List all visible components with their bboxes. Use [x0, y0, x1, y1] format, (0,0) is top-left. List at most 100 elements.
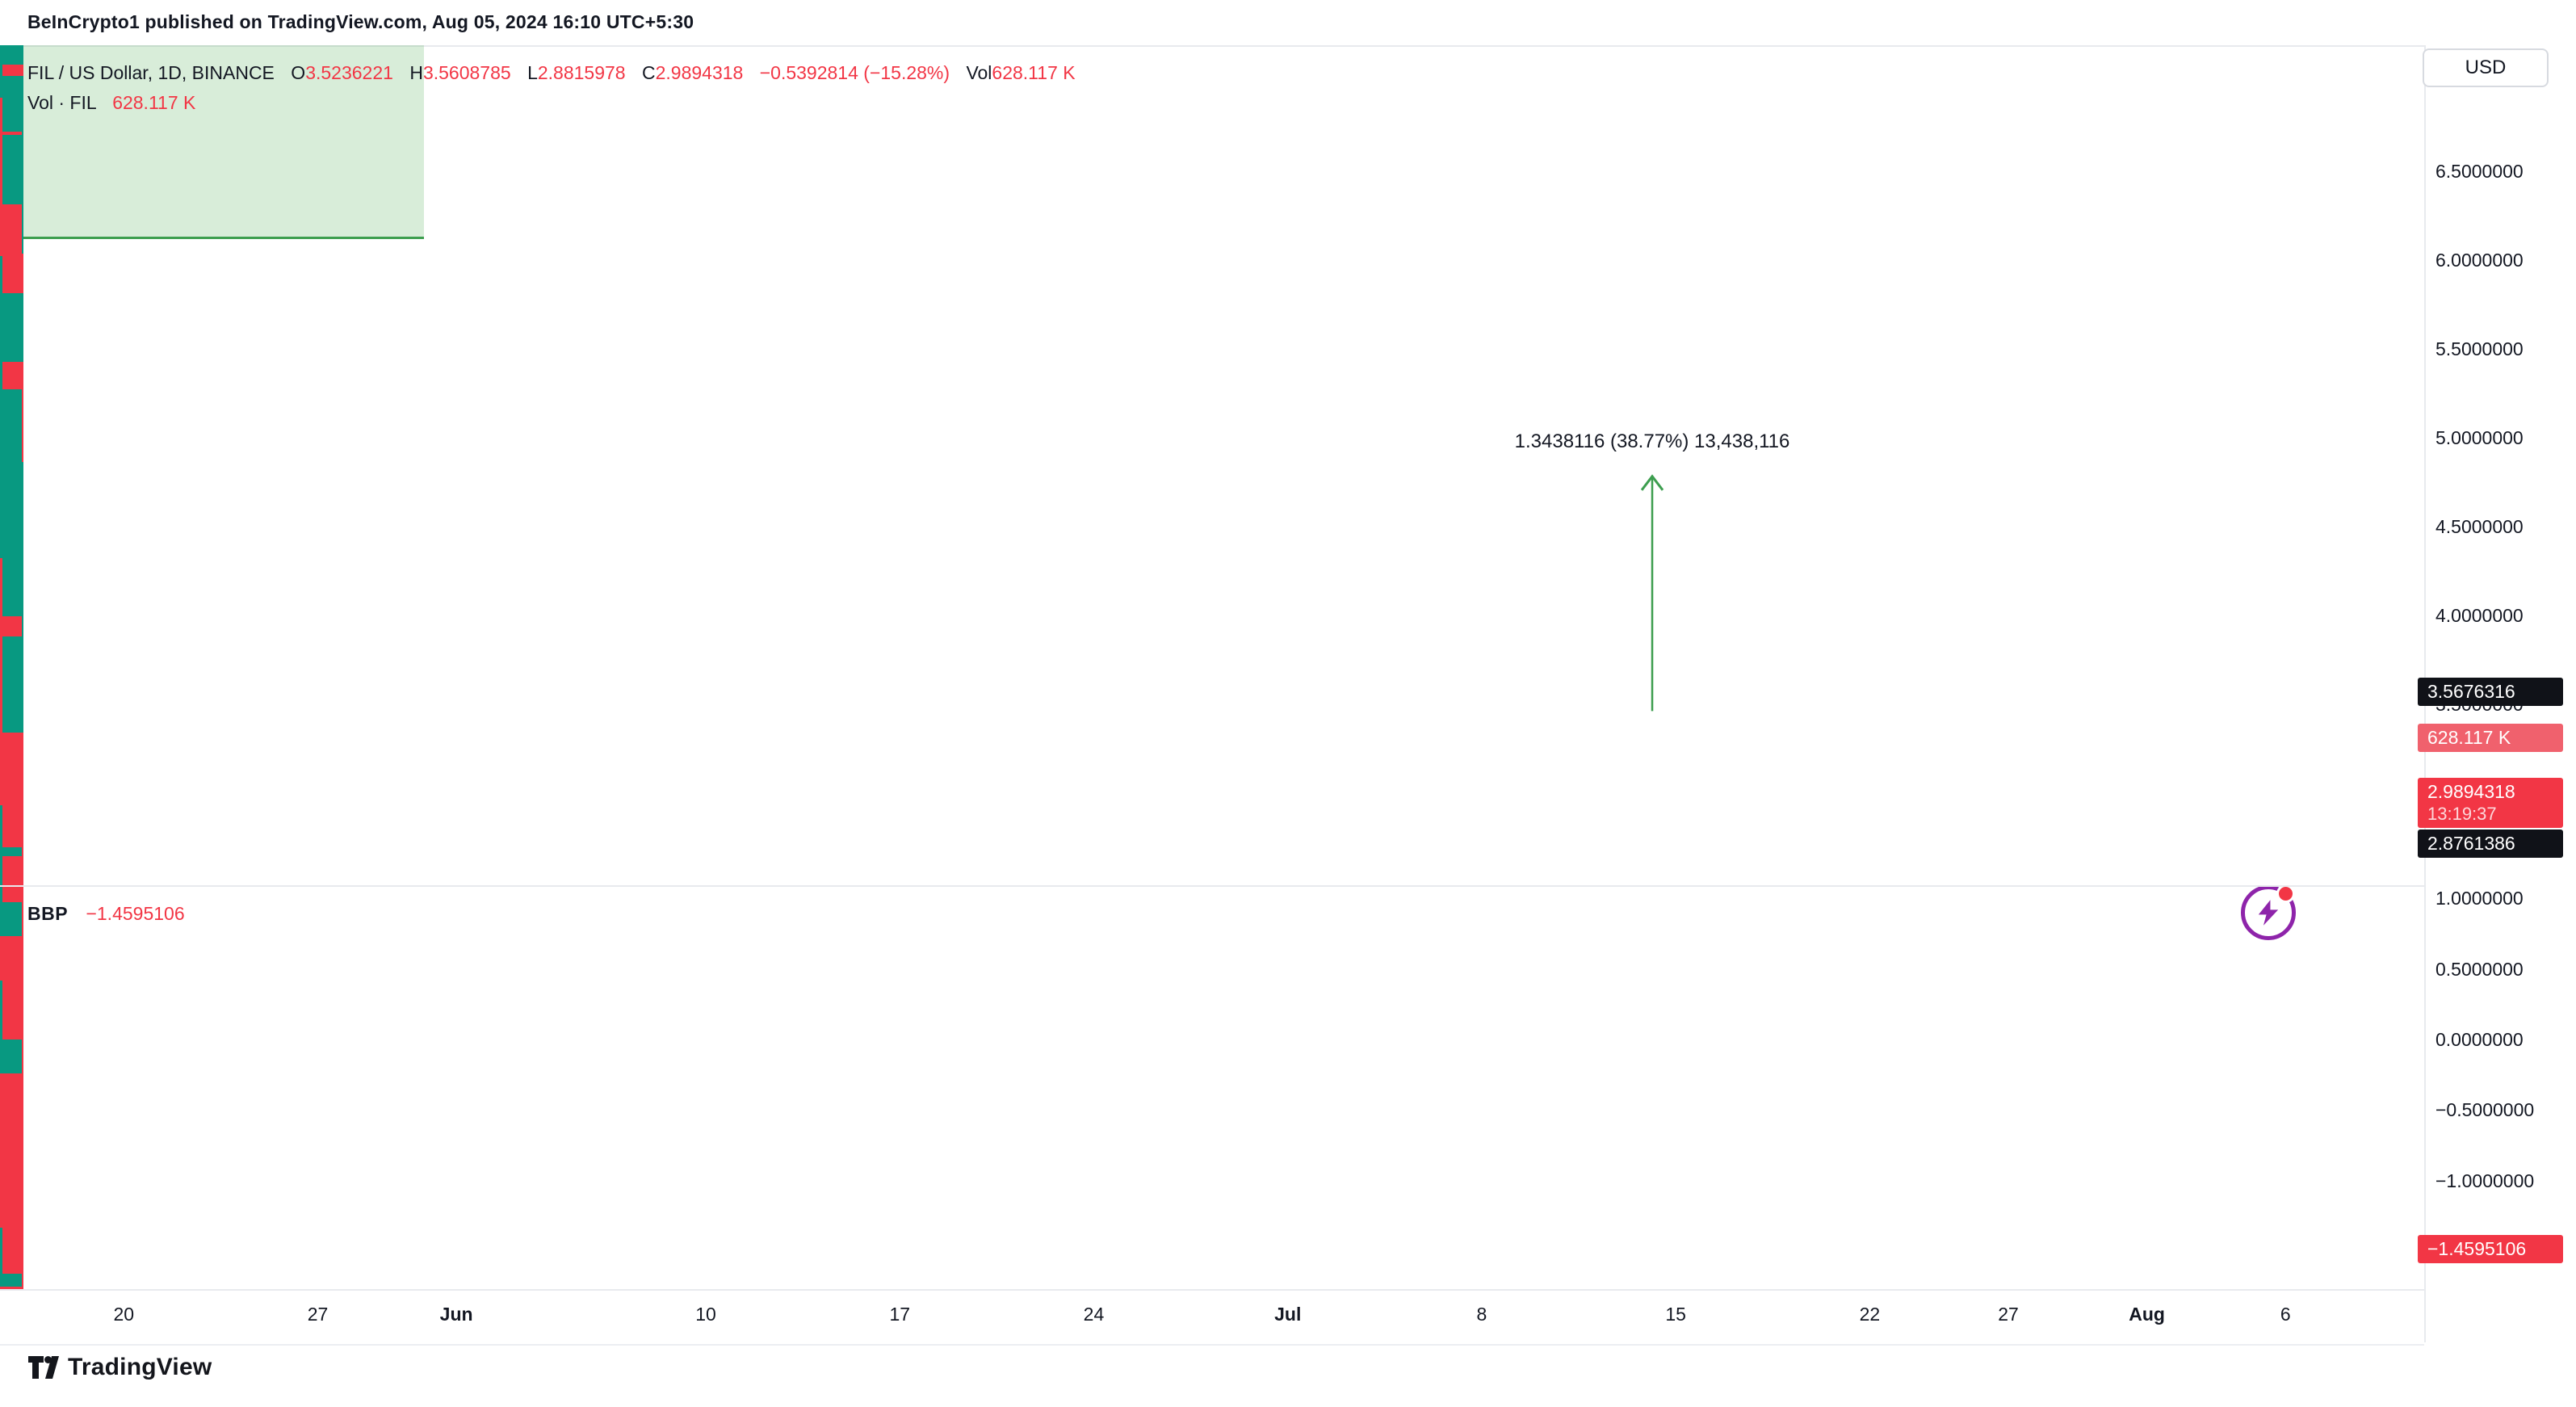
- open-value: 3.5236221: [305, 62, 393, 83]
- price-tick-label: 6.5000000: [2435, 161, 2524, 182]
- bbp-bar: [0, 345, 23, 363]
- candle-body: [0, 616, 22, 636]
- candle-body: [0, 902, 22, 937]
- volume-study-label[interactable]: Vol · FIL: [27, 92, 96, 113]
- open-label: O: [291, 62, 306, 83]
- pane-divider[interactable]: [0, 885, 2424, 887]
- time-tick-label: 27: [307, 1304, 329, 1325]
- bbp-bar: [0, 64, 23, 76]
- bbp-bar: [0, 1136, 23, 1276]
- bbp-bar: [0, 733, 23, 745]
- bbp-tick-label: −1.0000000: [2435, 1170, 2535, 1191]
- bbp-bar: [0, 258, 23, 293]
- candle-body: [0, 847, 22, 857]
- price-tick-label: 5.5000000: [2435, 338, 2524, 359]
- bbp-bar: [0, 292, 23, 302]
- quick-trade-button[interactable]: [2241, 884, 2296, 940]
- chart-legend: FIL / US Dollar, 1D, BINANCE O3.5236221 …: [27, 58, 1076, 118]
- measure-label[interactable]: 1.3438116 (38.77%) 13,438,116: [1514, 430, 1790, 452]
- bbp-tick-label: 0.5000000: [2435, 958, 2524, 980]
- price-axis-tag: 3.5676316: [2418, 678, 2563, 706]
- publication-bar: BeInCrypto1 published on TradingView.com…: [0, 0, 2576, 47]
- bbp-bar: [0, 489, 23, 586]
- change-value: −0.5392814 (−15.28%): [759, 62, 950, 83]
- bbp-bar: [0, 947, 23, 1032]
- low-value: 2.8815978: [537, 62, 626, 83]
- price-tick-label: 5.0000000: [2435, 427, 2524, 448]
- bbp-tick-label: 0.0000000: [2435, 1029, 2524, 1050]
- time-tick-label: 17: [889, 1304, 911, 1325]
- tradingview-watermark[interactable]: TradingView: [27, 1354, 212, 1381]
- currency-toggle-button[interactable]: USD: [2423, 48, 2549, 87]
- measure-arrow: [1640, 474, 1664, 712]
- candle-wick: [0, 936, 2, 967]
- candle-wick: [0, 636, 2, 749]
- measure-tool-layer: [0, 45, 2424, 1289]
- candle-body: [0, 388, 22, 498]
- candle-wick: [0, 497, 2, 549]
- candle-body: [0, 76, 22, 98]
- time-scale-axis[interactable]: 20 27 Jun 10 17 24 Jul 8 15 22 27 Aug 6: [0, 1289, 2424, 1346]
- close-label: C: [641, 62, 656, 83]
- time-tick-label: 10: [695, 1304, 716, 1325]
- lightning-icon: [2258, 900, 2279, 926]
- bbp-bar: [0, 670, 23, 733]
- high-label: H: [409, 62, 423, 83]
- bbp-axis-tag: −1.4595106: [2418, 1235, 2563, 1263]
- candle-wick: [0, 557, 2, 617]
- tradingview-logo-icon: [28, 1356, 59, 1379]
- symbol-title[interactable]: FIL / US Dollar, 1D, BINANCE: [27, 62, 275, 83]
- candle-wick: [0, 45, 2, 77]
- time-tick-label: Aug: [2129, 1304, 2165, 1325]
- time-tick-label: 24: [1083, 1304, 1105, 1325]
- vol-value: 628.117 K: [992, 62, 1076, 83]
- price-axis-tag: 2.8761386: [2418, 830, 2563, 858]
- time-tick-label: 22: [1859, 1304, 1881, 1325]
- candle-body: [0, 548, 22, 558]
- time-tick-label: Jul: [1274, 1304, 1302, 1325]
- overlay-icons-layer: [0, 45, 2424, 1289]
- candle-wick: [0, 804, 2, 848]
- legend-row-symbol[interactable]: FIL / US Dollar, 1D, BINANCE O3.5236221 …: [27, 58, 1076, 88]
- chart-plot-area[interactable]: 1.3438116 (38.77%) 13,438,116: [0, 45, 2424, 1289]
- candle-wick: [0, 981, 2, 1040]
- bbp-indicator-label[interactable]: BBP: [27, 903, 69, 924]
- time-tick-label: 20: [113, 1304, 135, 1325]
- bbp-tick-label: 1.0000000: [2435, 888, 2524, 909]
- candle-wick: [0, 255, 2, 389]
- price-scale-axis[interactable]: 6.5000000 6.0000000 5.5000000 5.0000000 4.50…: [2418, 45, 2576, 1342]
- measure-box[interactable]: [0, 45, 425, 239]
- bbp-bar: [0, 362, 23, 367]
- candlestick-layer: [0, 45, 2424, 1289]
- bbp-bar: [0, 301, 23, 313]
- candle-wick: [0, 856, 2, 903]
- legend-row-volume-study[interactable]: Vol · FIL 628.117 K: [27, 88, 1076, 118]
- bbp-bar: [0, 90, 23, 189]
- bbp-tick-label: −0.5000000: [2435, 1099, 2535, 1121]
- time-tick-label: 6: [2280, 1304, 2291, 1325]
- bbp-bar: [0, 253, 23, 259]
- bbp-bar: [0, 45, 23, 65]
- candle-wick: [0, 1286, 2, 1289]
- candle-body: [0, 966, 22, 981]
- candle-body: [0, 204, 22, 256]
- bbp-legend[interactable]: BBP −1.4595106: [27, 903, 185, 925]
- candle-body: [0, 1206, 22, 1228]
- candle-body: [0, 1274, 22, 1287]
- publication-text: BeInCrypto1 published on TradingView.com…: [27, 11, 694, 32]
- candle-body: [0, 1126, 22, 1150]
- bbp-indicator-value: −1.4595106: [86, 903, 185, 924]
- price-axis-tag: 2.9894318 13:19:37: [2418, 778, 2563, 828]
- candle-body: [0, 748, 22, 805]
- price-tick-label: 6.0000000: [2435, 250, 2524, 271]
- candle-body: [0, 131, 22, 136]
- candle-wick: [0, 135, 2, 204]
- price-axis-tag: 628.117 K: [2418, 724, 2563, 752]
- close-value: 2.9894318: [655, 62, 744, 83]
- low-label: L: [527, 62, 538, 83]
- time-tick-label: Jun: [439, 1304, 473, 1325]
- time-tick-label: 15: [1665, 1304, 1686, 1325]
- candle-body: [0, 1039, 22, 1073]
- candle-wick: [0, 1228, 2, 1275]
